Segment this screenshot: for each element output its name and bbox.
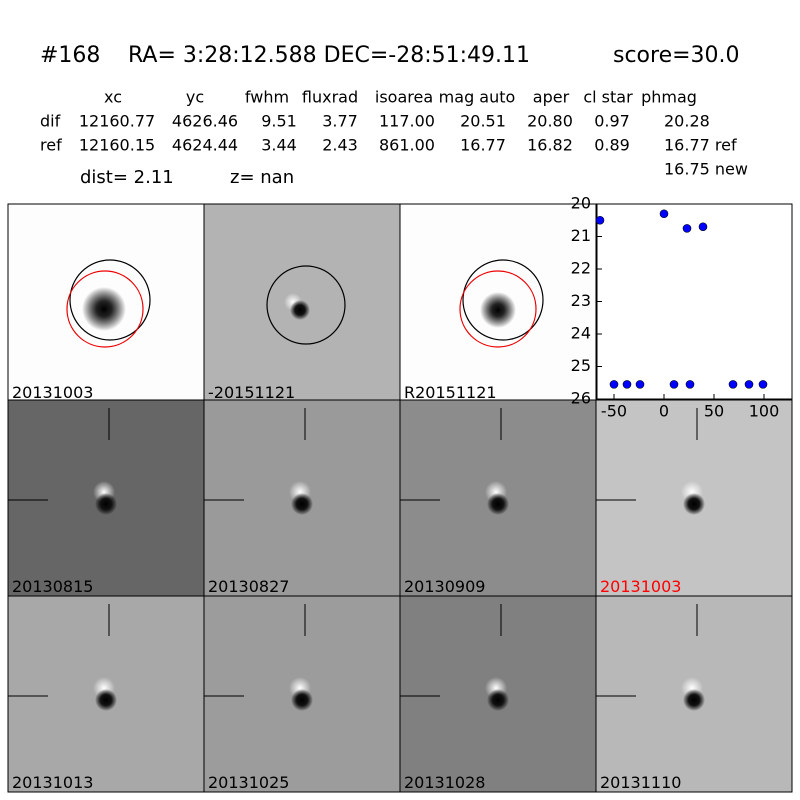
panel-label: R20151121 <box>404 383 497 402</box>
title-id: #168 <box>40 43 100 68</box>
panel-label: 20130909 <box>404 577 485 596</box>
column-header: xc <box>104 88 122 107</box>
cell: 3.77 <box>322 112 358 131</box>
y-tick-label: 20 <box>571 194 591 213</box>
source-dark <box>487 493 509 515</box>
point <box>728 380 738 389</box>
column-header: isoarea <box>375 88 433 107</box>
cell: 16.77 ref <box>664 136 737 155</box>
point <box>698 222 708 232</box>
x-tick-label: -50 <box>601 402 627 421</box>
source-dark <box>487 689 509 711</box>
aperture <box>266 265 346 345</box>
panel-label: 20131028 <box>404 773 485 792</box>
source-dark <box>683 493 705 515</box>
x-tick-label: 0 <box>659 402 669 421</box>
y-tick-label: 22 <box>571 259 591 278</box>
point <box>758 380 768 389</box>
source <box>82 287 126 331</box>
image-panels <box>7 203 793 793</box>
cell: 0.89 <box>594 136 630 155</box>
panel-label: -20151121 <box>208 383 295 402</box>
cell: 16.82 <box>527 136 573 155</box>
aperture <box>462 259 544 341</box>
aperture-ref <box>459 270 537 348</box>
panel-label: 20131013 <box>12 773 93 792</box>
column-header: aper <box>533 88 570 107</box>
panel-label: 20131003 <box>12 383 93 402</box>
y-tick-label: 25 <box>571 356 591 375</box>
source-dark <box>291 493 313 515</box>
source <box>290 300 310 320</box>
cell: 4624.44 <box>172 136 238 155</box>
cell: 3.44 <box>261 136 297 155</box>
panel-label-current: 20131003 <box>600 577 681 596</box>
cell: 4626.46 <box>172 112 238 131</box>
source <box>480 292 516 328</box>
y-tick-label: 21 <box>571 226 591 245</box>
source-dark <box>291 689 313 711</box>
cutouts <box>7 399 793 793</box>
point <box>635 380 645 389</box>
point <box>744 380 754 389</box>
plot-frame <box>596 203 793 400</box>
row-label: dif <box>40 112 61 131</box>
y-tick-label: 26 <box>571 389 591 408</box>
point <box>595 215 605 225</box>
cell: 20.28 <box>664 112 710 131</box>
cell: 9.51 <box>261 112 297 131</box>
panel-label: 20131110 <box>600 773 681 792</box>
panel-label: 20130827 <box>208 577 289 596</box>
point <box>659 209 669 219</box>
dist: dist= 2.11 <box>80 167 174 188</box>
panel-label: 20130815 <box>12 577 93 596</box>
column-header: mag auto <box>439 88 516 107</box>
cell: 12160.77 <box>79 112 155 131</box>
z: z= nan <box>230 167 294 188</box>
cell: 2.43 <box>322 136 358 155</box>
cell: 20.80 <box>527 112 573 131</box>
phmag-new: 16.75 new <box>664 160 748 179</box>
cell: 861.00 <box>379 136 435 155</box>
point <box>685 380 695 389</box>
cell: 20.51 <box>460 112 506 131</box>
point <box>609 380 619 389</box>
title-score: score=30.0 <box>613 43 740 68</box>
y-tick-label: 23 <box>571 291 591 310</box>
cell: 0.97 <box>594 112 630 131</box>
point <box>669 380 679 389</box>
x-tick-label: 50 <box>704 402 724 421</box>
source-dark <box>683 689 705 711</box>
point <box>622 380 632 389</box>
aperture-ref <box>66 270 144 348</box>
row-label: ref <box>40 136 62 155</box>
column-header: yc <box>186 88 204 107</box>
column-header: fluxrad <box>302 88 358 107</box>
stats-table: xc yc fwhm fluxrad isoarea mag auto aper cl sta… <box>40 88 737 155</box>
column-header: cl star <box>583 88 633 107</box>
point <box>682 224 692 233</box>
source-dark <box>95 689 117 711</box>
cell: 12160.15 <box>79 136 155 155</box>
cell: 117.00 <box>379 112 435 131</box>
cell: 16.77 <box>460 136 506 155</box>
x-tick-label: 100 <box>749 402 780 421</box>
title-coords: RA= 3:28:12.588 DEC=-28:51:49.11 <box>128 43 530 68</box>
column-header: phmag <box>641 88 697 107</box>
lightcurve: 20 21 22 23 24 25 26 -50 0 50 100 <box>571 194 793 421</box>
source-dark <box>95 493 117 515</box>
column-header: fwhm <box>245 88 289 107</box>
y-tick-label: 24 <box>571 324 591 343</box>
aperture <box>69 259 151 341</box>
panel-label: 20131025 <box>208 773 289 792</box>
